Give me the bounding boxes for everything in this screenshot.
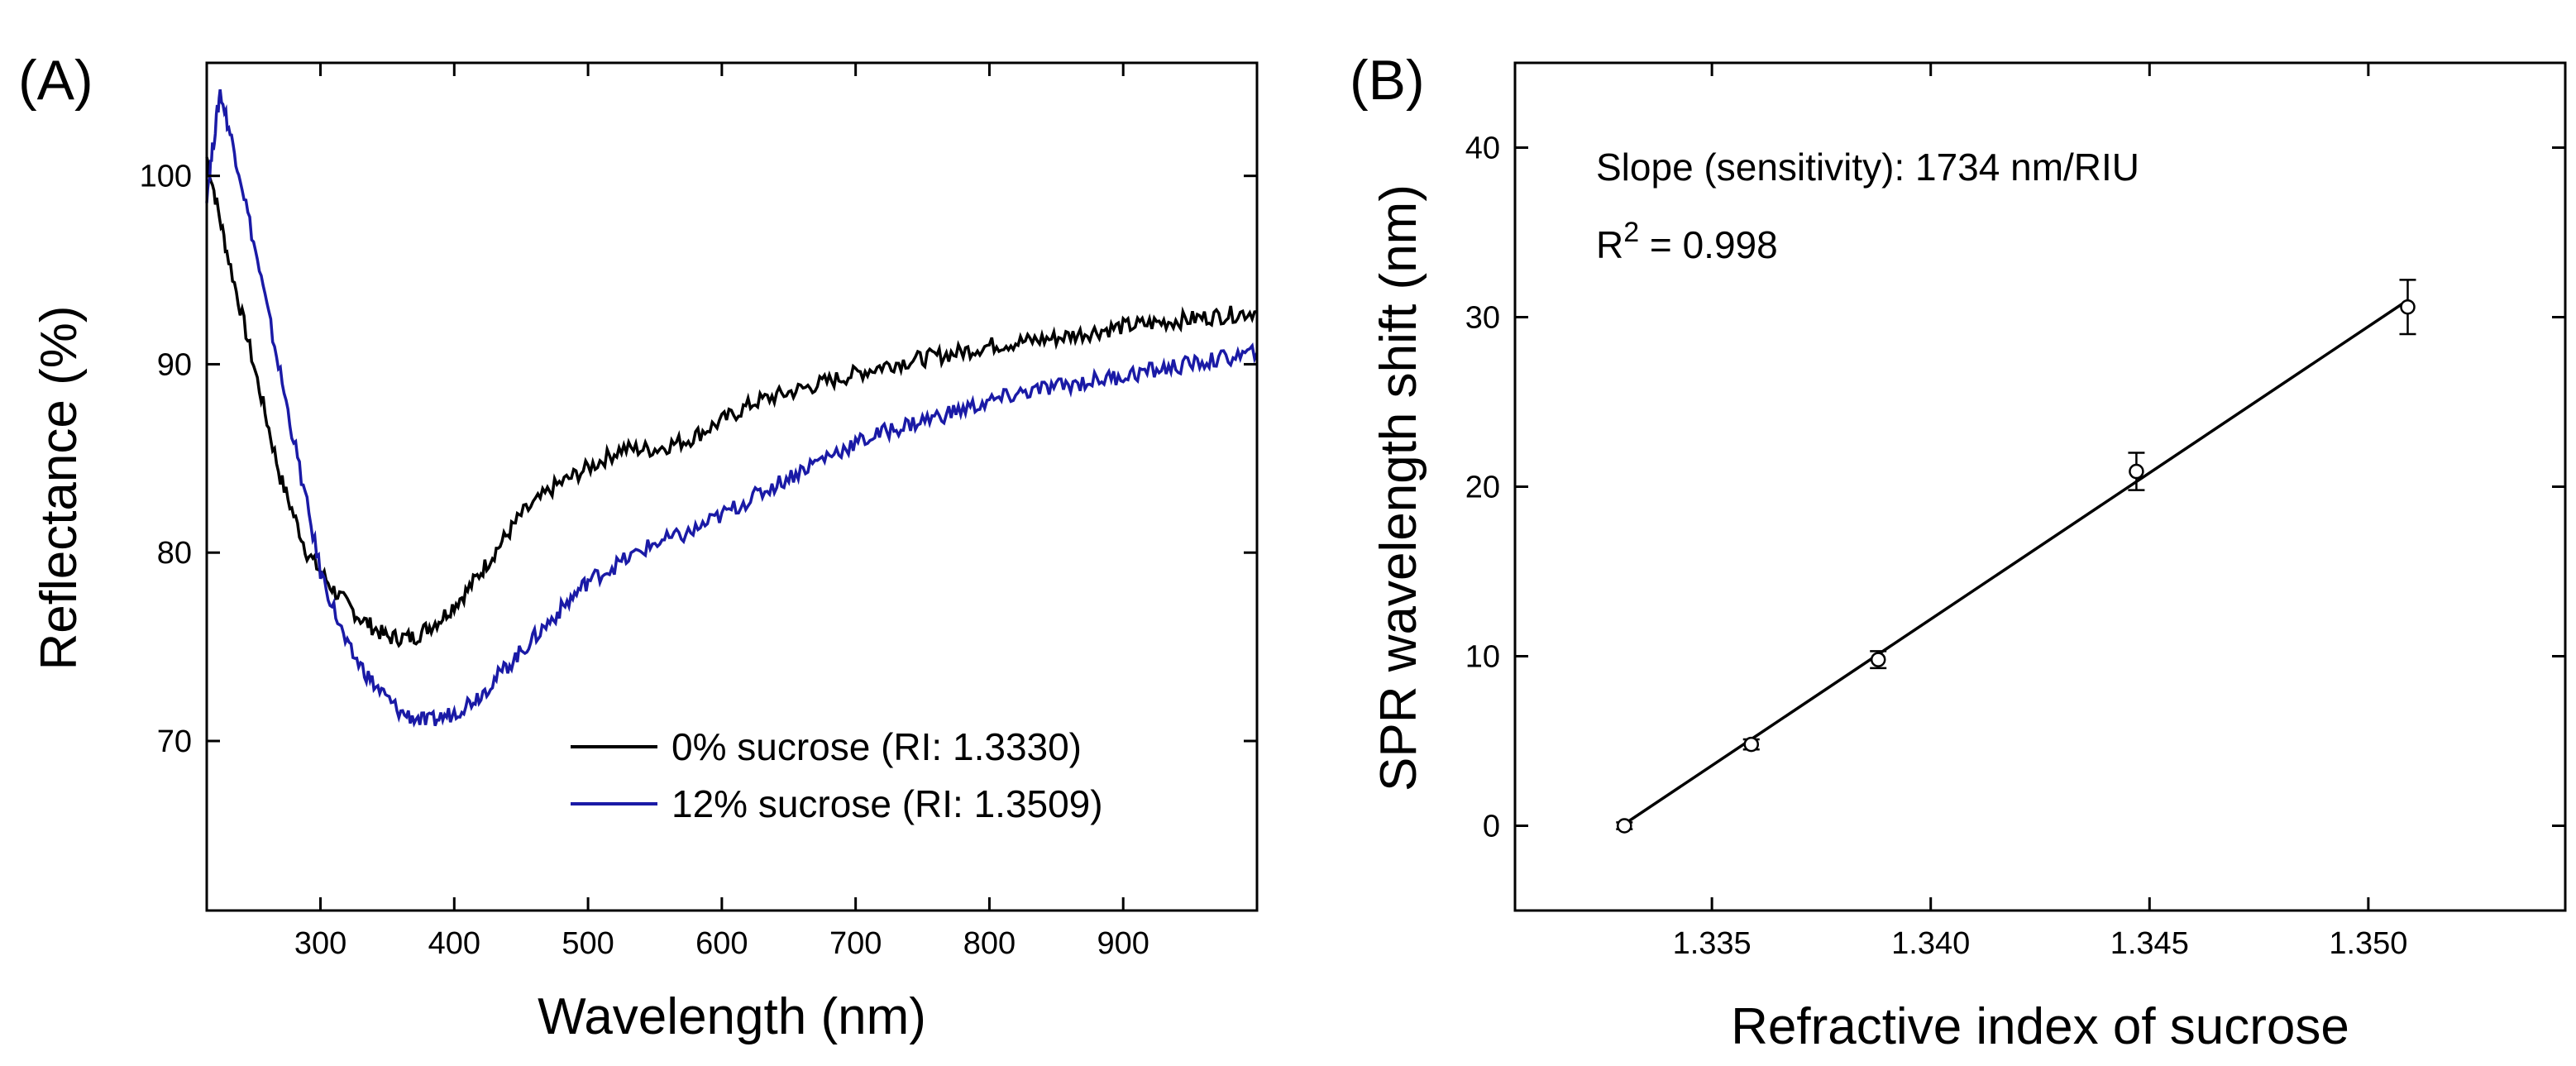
panel-b-y-axis-title: SPR wavelength shift (nm) xyxy=(1370,184,1427,791)
series-line-12pct-sucrose xyxy=(205,89,1259,728)
panel-b-y-tick-label: 30 xyxy=(1465,301,1500,336)
panel-a-x-tick-label: 500 xyxy=(562,926,614,961)
panel-b-y-tick-label: 0 xyxy=(1483,810,1500,844)
panel-b-x-tick-label: 1.335 xyxy=(1673,926,1752,961)
panel-b-y-ticks: 0 10 20 30 40 xyxy=(1465,131,2565,844)
linear-fit-line xyxy=(1623,299,2409,825)
r2-annotation: R2 = 0.998 xyxy=(1596,217,1778,266)
panel-a-x-tick-label: 900 xyxy=(1097,926,1149,961)
panel-a-x-ticks: 300 400 500 600 700 800 900 xyxy=(294,63,1149,961)
legend-label-12pct: 12% sucrose (RI: 1.3509) xyxy=(671,782,1103,825)
panel-b-y-tick-label: 10 xyxy=(1465,640,1500,675)
data-point xyxy=(1743,736,1759,753)
series-line-0pct-sucrose xyxy=(205,156,1258,648)
slope-annotation: Slope (sensitivity): 1734 nm/RIU xyxy=(1596,146,2139,189)
panel-b-frame xyxy=(1513,61,2567,912)
legend-label-0pct: 0% sucrose (RI: 1.3330) xyxy=(671,725,1082,768)
panel-a-plot-area xyxy=(205,89,1259,728)
r2-prefix: R xyxy=(1596,223,1623,266)
panel-a-y-tick-label: 70 xyxy=(157,724,192,759)
panel-a-frame xyxy=(205,61,1259,912)
panel-a-x-tick-label: 600 xyxy=(695,926,748,961)
panel-b-label: (B) xyxy=(1350,49,1425,112)
panel-a-legend: 0% sucrose (RI: 1.3330) 12% sucrose (RI:… xyxy=(571,725,1103,825)
panel-b-y-tick-label: 20 xyxy=(1465,471,1500,505)
panel-a-y-axis-title: Reflectance (%) xyxy=(31,305,88,670)
panel-a-y-tick-label: 80 xyxy=(157,536,192,571)
panel-b: (B) 1.335 1.340 1.345 1.350 0 10 20 30 40 Refra… xyxy=(1350,49,2567,1055)
panel-a-x-tick-label: 700 xyxy=(829,926,882,961)
panel-a-x-tick-label: 400 xyxy=(428,926,480,961)
panel-a-x-axis-title: Wavelength (nm) xyxy=(538,988,926,1045)
data-point xyxy=(1870,652,1886,667)
panel-b-plot-area xyxy=(1616,279,2416,834)
panel-b-x-ticks: 1.335 1.340 1.345 1.350 xyxy=(1673,63,2407,961)
data-point xyxy=(2129,463,2144,480)
panel-b-x-axis-title: Refractive index of sucrose xyxy=(1731,998,2349,1055)
r2-value: = 0.998 xyxy=(1639,223,1778,266)
panel-a-x-tick-label: 800 xyxy=(963,926,1016,961)
panel-b-y-tick-label: 40 xyxy=(1465,131,1500,166)
panel-a: (A) 300 400 500 600 700 800 900 70 80 90 100 Wave… xyxy=(18,49,1259,1045)
panel-a-y-tick-label: 100 xyxy=(140,160,192,194)
r2-superscript: 2 xyxy=(1623,217,1639,248)
panel-a-y-ticks: 70 80 90 100 xyxy=(140,160,1257,759)
panel-b-x-tick-label: 1.350 xyxy=(2329,926,2407,961)
panel-b-x-tick-label: 1.345 xyxy=(2110,926,2189,961)
data-point xyxy=(2400,299,2416,315)
panel-a-y-tick-label: 90 xyxy=(157,347,192,382)
panel-b-x-tick-label: 1.340 xyxy=(1891,926,1970,961)
panel-a-x-tick-label: 300 xyxy=(294,926,346,961)
data-point xyxy=(1617,818,1632,834)
panel-a-label: (A) xyxy=(18,49,93,112)
